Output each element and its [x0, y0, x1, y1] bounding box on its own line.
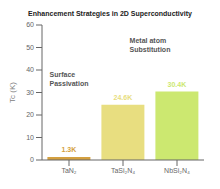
html-text:Enhancement Strategies in 2D S: Enhancement Strategies in 2D Superconduc… — [28, 10, 192, 17]
html-text:Surface: Surface — [49, 71, 76, 78]
svg-text:Tc (K): Tc (K) — [8, 82, 17, 103]
svg-text:TaN₂: TaN₂ — [61, 167, 76, 174]
svg-text:30.4K: 30.4K — [168, 81, 187, 88]
svg-text:0: 0 — [30, 156, 34, 163]
svg-text:NbSi₂N₄: NbSi₂N₄ — [164, 167, 190, 174]
svg-text:30: 30 — [26, 89, 34, 96]
svg-text:10: 10 — [26, 134, 34, 141]
svg-text:24.6K: 24.6K — [114, 94, 133, 101]
svg-text:40: 40 — [26, 66, 34, 73]
svg-text:TaSi₂N₄: TaSi₂N₄ — [111, 167, 135, 174]
svg-text:1.3K: 1.3K — [62, 146, 77, 153]
html-text:Metal atom: Metal atom — [129, 37, 167, 44]
svg-text:20: 20 — [26, 111, 34, 118]
svg-text:60: 60 — [26, 21, 34, 28]
html-text:Passivation: Passivation — [49, 80, 89, 87]
svg-text:50: 50 — [26, 44, 34, 51]
html-text:Substitution: Substitution — [129, 46, 171, 53]
